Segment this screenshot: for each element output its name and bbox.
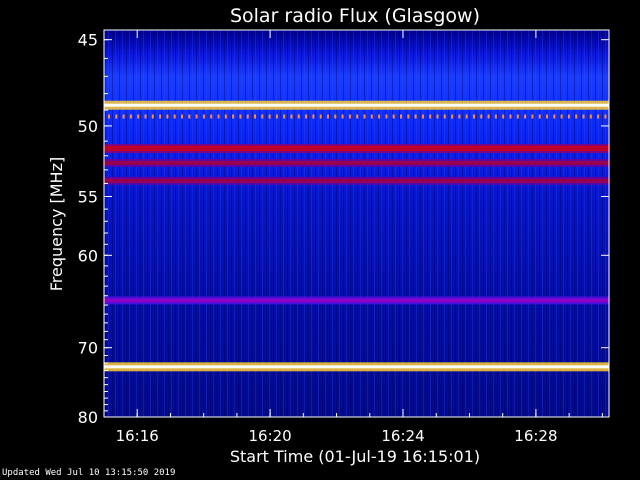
dot-15 bbox=[217, 114, 220, 119]
dot-52 bbox=[487, 114, 490, 119]
y-tick-label-2: 55 bbox=[78, 187, 98, 206]
dot-49 bbox=[465, 114, 468, 119]
y-tick-label-4: 70 bbox=[78, 339, 98, 358]
dot-50 bbox=[473, 114, 475, 119]
dot-17 bbox=[232, 114, 235, 119]
dot-31 bbox=[334, 114, 337, 119]
dot-67 bbox=[597, 114, 600, 119]
dot-29 bbox=[319, 114, 322, 119]
dot-4 bbox=[137, 114, 140, 119]
dot-33 bbox=[348, 114, 351, 119]
y-tick-label-1: 50 bbox=[78, 117, 98, 136]
dot-10 bbox=[181, 114, 183, 119]
dot-28 bbox=[312, 114, 315, 119]
x-tick-label-3: 16:28 bbox=[514, 427, 557, 445]
band-line-4 bbox=[104, 178, 609, 183]
dot-12 bbox=[195, 114, 198, 119]
dot-64 bbox=[575, 114, 578, 119]
interference-dots bbox=[108, 114, 607, 119]
dot-30 bbox=[327, 114, 329, 119]
dot-27 bbox=[305, 114, 308, 119]
dot-45 bbox=[436, 114, 439, 119]
dot-66 bbox=[589, 114, 592, 119]
plot-frame bbox=[103, 29, 610, 418]
dot-20 bbox=[254, 114, 256, 119]
band-line-0 bbox=[104, 103, 609, 107]
dot-35 bbox=[363, 114, 366, 119]
dot-63 bbox=[567, 114, 570, 119]
dot-8 bbox=[166, 114, 169, 119]
dot-62 bbox=[560, 114, 563, 119]
dot-34 bbox=[356, 114, 359, 119]
dot-59 bbox=[538, 114, 541, 119]
dot-60 bbox=[546, 114, 548, 119]
dot-54 bbox=[502, 114, 505, 119]
y-tick-label-5: 80 bbox=[78, 408, 98, 427]
dot-40 bbox=[400, 114, 402, 119]
band-line-3 bbox=[104, 160, 609, 165]
dot-42 bbox=[414, 114, 417, 119]
dot-9 bbox=[173, 114, 176, 119]
dot-21 bbox=[261, 114, 264, 119]
dot-41 bbox=[407, 114, 410, 119]
dot-3 bbox=[129, 114, 132, 119]
x-axis: 16:16 16:20 16:24 16:28 bbox=[103, 30, 603, 445]
dot-58 bbox=[531, 114, 534, 119]
y-tick-label-3: 60 bbox=[78, 246, 98, 265]
dot-39 bbox=[392, 114, 395, 119]
y-axis-label: Frequency [MHz] bbox=[47, 157, 66, 291]
dot-56 bbox=[516, 114, 519, 119]
dot-44 bbox=[429, 114, 432, 119]
dot-37 bbox=[378, 114, 381, 119]
dot-14 bbox=[210, 114, 213, 119]
dot-0 bbox=[108, 114, 110, 119]
band-line-5 bbox=[104, 298, 609, 303]
dot-53 bbox=[494, 114, 497, 119]
dot-57 bbox=[524, 114, 527, 119]
dot-22 bbox=[268, 114, 271, 119]
updated-timestamp: Updated Wed Jul 10 13:15:50 2019 bbox=[2, 468, 176, 478]
dot-26 bbox=[297, 114, 300, 119]
spectrogram-bands bbox=[104, 100, 609, 372]
band-line-2 bbox=[104, 146, 609, 152]
dot-18 bbox=[239, 114, 242, 119]
dot-32 bbox=[341, 114, 344, 119]
dot-61 bbox=[553, 114, 556, 119]
dot-36 bbox=[370, 114, 373, 119]
x-tick-label-1: 16:20 bbox=[249, 427, 292, 445]
x-tick-label-2: 16:24 bbox=[381, 427, 424, 445]
x-axis-label: Start Time (01-Jul-19 16:15:01) bbox=[230, 447, 480, 466]
dot-25 bbox=[290, 114, 293, 119]
dot-46 bbox=[443, 114, 446, 119]
dot-24 bbox=[283, 114, 286, 119]
dot-48 bbox=[458, 114, 461, 119]
dot-1 bbox=[115, 114, 118, 119]
dot-5 bbox=[144, 114, 147, 119]
dot-7 bbox=[159, 114, 162, 119]
band-dotted-1 bbox=[108, 114, 607, 119]
x-tick-label-0: 16:16 bbox=[116, 427, 159, 445]
dot-11 bbox=[188, 114, 191, 119]
dot-38 bbox=[385, 114, 388, 119]
y-tick-label-0: 45 bbox=[78, 31, 98, 50]
dot-6 bbox=[151, 114, 154, 119]
dot-47 bbox=[451, 114, 454, 119]
y-axis: 45 50 55 60 70 80 bbox=[78, 31, 609, 427]
dot-13 bbox=[202, 114, 205, 119]
band-line-6 bbox=[104, 365, 609, 369]
dot-43 bbox=[421, 114, 424, 119]
dot-16 bbox=[224, 114, 227, 119]
dot-68 bbox=[604, 114, 607, 119]
dot-19 bbox=[246, 114, 249, 119]
dot-2 bbox=[122, 114, 125, 119]
dot-55 bbox=[509, 114, 512, 119]
plot-texture bbox=[104, 30, 609, 417]
dot-51 bbox=[480, 114, 483, 119]
dot-65 bbox=[582, 114, 585, 119]
dot-23 bbox=[275, 114, 278, 119]
chart-title: Solar radio Flux (Glasgow) bbox=[230, 5, 480, 27]
